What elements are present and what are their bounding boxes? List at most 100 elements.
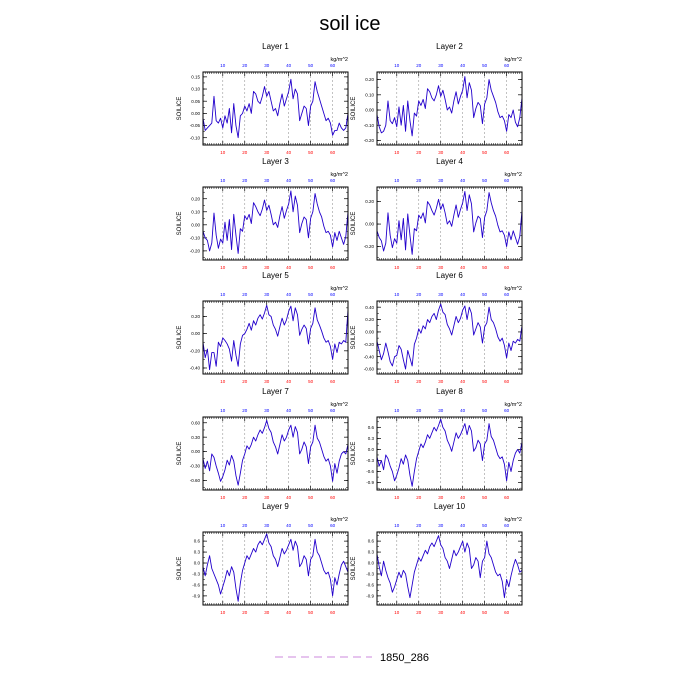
x-tick-label-top: 20: [242, 292, 248, 297]
x-tick-label-top: 60: [504, 63, 510, 68]
x-tick-label-bottom: 20: [242, 610, 248, 615]
y-tick-label: -0.3: [366, 458, 374, 463]
x-tick-label-bottom: 60: [504, 150, 510, 155]
x-tick-label-bottom: 50: [308, 150, 314, 155]
x-tick-label-top: 10: [220, 63, 226, 68]
x-tick-label-top: 40: [460, 63, 466, 68]
x-tick-label-bottom: 50: [482, 379, 488, 384]
y-tick-label: -0.20: [190, 348, 201, 353]
y-tick-label: 0.0: [368, 561, 375, 566]
y-axis-label: SOILICE: [351, 442, 357, 466]
x-tick-label-top: 30: [264, 178, 270, 183]
units-label: kg/m^2: [330, 517, 348, 523]
panels-grid: Layer 1 kg/m^2 SOILICE 10 10 20 20 30 30 40 40 50 50…: [177, 42, 523, 615]
y-tick-label: 0.6: [368, 539, 375, 544]
x-tick-label-bottom: 60: [504, 265, 510, 270]
x-tick-label-bottom: 30: [438, 610, 444, 615]
x-tick-label-top: 10: [220, 292, 226, 297]
x-tick-label-bottom: 50: [482, 610, 488, 615]
x-tick-label-bottom: 60: [504, 495, 510, 500]
x-tick-label-top: 40: [286, 292, 292, 297]
x-tick-label-bottom: 20: [242, 495, 248, 500]
x-tick-label-bottom: 40: [460, 150, 466, 155]
x-tick-label-top: 10: [394, 292, 400, 297]
x-tick-label-top: 60: [330, 523, 336, 528]
y-tick-label: 0.0: [194, 561, 201, 566]
x-tick-label-top: 10: [220, 523, 226, 528]
x-tick-label-top: 40: [460, 408, 466, 413]
y-tick-label: -0.10: [190, 135, 201, 140]
x-tick-label-top: 50: [308, 408, 314, 413]
x-tick-label-bottom: 20: [242, 150, 248, 155]
x-tick-label-top: 10: [394, 523, 400, 528]
x-tick-label-top: 10: [220, 408, 226, 413]
panel-title: Layer 5: [262, 271, 289, 280]
y-tick-label: 0.3: [194, 550, 201, 555]
y-tick-label: 0.00: [191, 449, 200, 454]
x-tick-label-top: 30: [264, 292, 270, 297]
chart-panel-10: Layer 10 kg/m^2 SOILICE 10 10 20 20 30 30 40 40 50 5…: [351, 502, 523, 615]
y-tick-label: 0.60: [191, 420, 200, 425]
y-tick-label: 0.20: [365, 317, 374, 322]
x-tick-label-bottom: 20: [242, 265, 248, 270]
x-tick-label-bottom: 20: [242, 379, 248, 384]
x-tick-label-bottom: 60: [330, 379, 336, 384]
plot-frame: [202, 416, 349, 491]
x-tick-label-top: 20: [416, 408, 422, 413]
y-tick-label: -0.20: [364, 244, 375, 249]
y-axis-label: SOILICE: [351, 557, 357, 581]
x-tick-label-bottom: 40: [286, 150, 292, 155]
x-tick-label-top: 30: [438, 178, 444, 183]
x-tick-label-bottom: 30: [264, 610, 270, 615]
x-tick-label-top: 40: [286, 408, 292, 413]
x-tick-label-top: 60: [330, 178, 336, 183]
x-tick-label-top: 40: [286, 63, 292, 68]
units-label: kg/m^2: [504, 57, 522, 63]
units-label: kg/m^2: [330, 57, 348, 63]
series-line: [202, 304, 349, 371]
y-tick-label: -0.6: [192, 583, 200, 588]
y-tick-label: -0.60: [190, 478, 201, 483]
x-tick-label-bottom: 30: [438, 265, 444, 270]
x-tick-label-top: 50: [308, 178, 314, 183]
chart-panel-8: Layer 8 kg/m^2 SOILICE 10 10 20 20 30 30 40 40 50 50…: [351, 387, 523, 500]
x-tick-label-bottom: 60: [330, 610, 336, 615]
x-tick-label-top: 60: [504, 408, 510, 413]
panel-title: Layer 1: [262, 42, 289, 51]
chart-panel-4: Layer 4 kg/m^2 SOILICE 10 10 20 20 30 30 40 40 50 50…: [351, 157, 523, 270]
x-tick-label-top: 30: [438, 523, 444, 528]
x-tick-label-bottom: 30: [264, 379, 270, 384]
x-tick-label-bottom: 60: [330, 265, 336, 270]
x-tick-label-bottom: 60: [330, 150, 336, 155]
y-tick-label: 0.00: [365, 330, 374, 335]
series-line: [202, 533, 349, 602]
y-axis-label: SOILICE: [177, 557, 183, 581]
panel-title: Layer 7: [262, 387, 289, 396]
x-tick-label-top: 40: [460, 292, 466, 297]
figure-title: soil ice: [319, 13, 380, 35]
y-tick-label: 0.10: [191, 209, 200, 214]
y-tick-label: 0.00: [191, 111, 200, 116]
x-tick-label-top: 60: [330, 63, 336, 68]
x-tick-label-top: 50: [482, 292, 488, 297]
x-tick-label-top: 50: [482, 408, 488, 413]
y-tick-label: 0.6: [194, 539, 201, 544]
units-label: kg/m^2: [330, 286, 348, 292]
y-tick-label: -0.20: [364, 138, 375, 143]
x-tick-label-top: 40: [460, 178, 466, 183]
y-tick-label: 0.05: [191, 99, 200, 104]
units-label: kg/m^2: [504, 172, 522, 178]
x-tick-label-top: 20: [416, 523, 422, 528]
x-tick-label-bottom: 10: [394, 150, 400, 155]
x-tick-label-bottom: 50: [482, 150, 488, 155]
y-tick-label: 0.00: [191, 222, 200, 227]
x-tick-label-top: 60: [330, 292, 336, 297]
y-tick-label: -0.3: [192, 572, 200, 577]
plot-frame: [376, 531, 523, 606]
y-tick-label: -0.30: [190, 464, 201, 469]
y-tick-label: -0.40: [364, 354, 375, 359]
x-tick-label-bottom: 60: [330, 495, 336, 500]
y-tick-label: -0.05: [190, 123, 201, 128]
x-tick-label-top: 60: [504, 292, 510, 297]
